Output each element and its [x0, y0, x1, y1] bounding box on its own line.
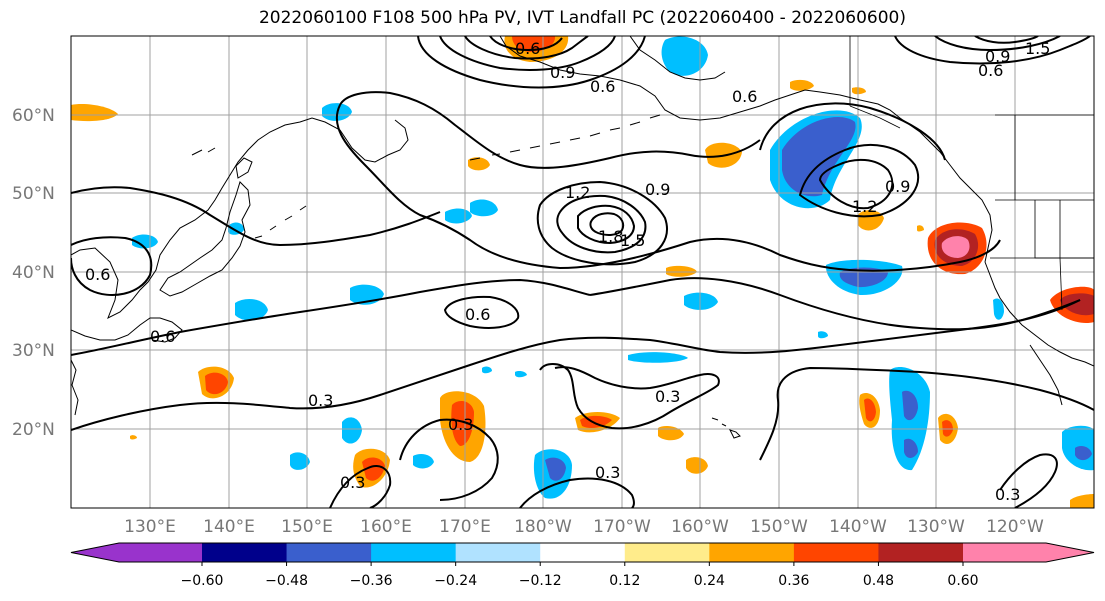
lon-label: 120°W — [986, 517, 1044, 537]
colorbar-tick-label: 0.48 — [863, 573, 894, 589]
contour-label: 0.6 — [150, 327, 175, 346]
map-title: 2022060100 F108 500 hPa PV, IVT Landfall… — [258, 8, 906, 28]
colorbar-segment — [71, 543, 202, 562]
lat-label: 40°N — [12, 263, 55, 283]
colorbar-outline — [70, 542, 1095, 563]
contour-label: 0.3 — [655, 387, 680, 406]
colorbar-segment — [963, 543, 1094, 562]
contour-label: 0.3 — [308, 391, 333, 410]
political-borders — [849, 36, 1094, 311]
contour-label: 1.5 — [1025, 39, 1050, 58]
lon-label: 130°E — [124, 517, 176, 537]
colorbar-segment — [202, 543, 288, 562]
contour-label: 0.6 — [465, 305, 490, 324]
colorbar-segment — [286, 543, 372, 562]
lon-label: 130°W — [907, 517, 965, 537]
lon-label: 170°E — [439, 517, 491, 537]
colorbar-tick-label: −0.48 — [265, 573, 308, 589]
lon-label: 160°E — [360, 517, 412, 537]
positive-anomaly-west-60n — [71, 104, 118, 122]
colorbar-tick-label: −0.12 — [519, 573, 562, 589]
positive-anomaly-east-edge-core — [1060, 293, 1094, 316]
positive-anomaly-west-coast-core — [941, 236, 970, 258]
contour-label: 1.5 — [620, 231, 645, 250]
colorbar: −0.60 −0.48 −0.36 −0.24 −0.12 0.12 0.24 0.36 0.4… — [70, 542, 1095, 589]
colorbar-segment — [793, 543, 879, 562]
contour-label: 0.6 — [732, 87, 757, 106]
colorbar-tick-label: 0.36 — [778, 573, 809, 589]
lat-label: 50°N — [12, 184, 55, 204]
lat-label: 20°N — [12, 420, 55, 440]
contour-label: 0.3 — [448, 415, 473, 434]
negative-anomaly-gulf-of-alaska-core — [782, 117, 856, 197]
contour-label: 0.9 — [550, 63, 575, 82]
longitude-labels: 130°E 140°E 150°E 160°E 170°E 180°W 170°… — [124, 517, 1044, 537]
colorbar-segment — [540, 543, 626, 562]
contour-label: 0.6 — [978, 61, 1003, 80]
lon-label: 150°E — [281, 517, 333, 537]
lon-label: 180°W — [514, 517, 572, 537]
contour-label: 0.9 — [985, 47, 1010, 66]
lon-label: 140°E — [203, 517, 255, 537]
lon-label: 160°W — [671, 517, 729, 537]
lon-label: 150°W — [750, 517, 808, 537]
colorbar-segment — [878, 543, 964, 562]
lon-label: 140°W — [829, 517, 887, 537]
colorbar-tick-label: 0.12 — [609, 573, 640, 589]
contour-label: 0.3 — [595, 463, 620, 482]
latitude-labels: 60°N 50°N 40°N 30°N 20°N — [12, 106, 55, 440]
colorbar-segment — [455, 543, 541, 562]
colorbar-segment — [709, 543, 795, 562]
colorbar-tick-label: −0.36 — [350, 573, 393, 589]
contour-label: 0.9 — [885, 177, 910, 196]
map-panel: 0.6 0.9 0.6 0.6 1.2 0.9 1.8 1.5 0.9 1.2 … — [71, 36, 1094, 508]
colorbar-tick-label: 0.24 — [694, 573, 725, 589]
colorbar-segment — [371, 543, 457, 562]
contour-label: 0.3 — [340, 473, 365, 492]
contour-lines — [71, 36, 1094, 508]
lat-label: 30°N — [12, 341, 55, 361]
colorbar-tick-label: −0.60 — [181, 573, 224, 589]
contour-label: 0.9 — [645, 180, 670, 199]
colorbar-segment — [624, 543, 710, 562]
contour-label: 0.6 — [515, 39, 540, 58]
contour-label-group: 0.6 0.9 0.6 0.6 1.2 0.9 1.8 1.5 0.9 1.2 … — [85, 39, 1050, 504]
lat-label: 60°N — [12, 106, 55, 126]
contour-label: 1.2 — [852, 197, 877, 216]
contour-label: 1.2 — [565, 183, 590, 202]
negative-anomaly-north — [661, 36, 708, 76]
contour-label: 0.6 — [85, 265, 110, 284]
map-border — [70, 35, 1095, 509]
lon-label: 170°W — [593, 517, 651, 537]
contour-label: 0.3 — [995, 485, 1020, 504]
contour-label: 1.8 — [598, 227, 623, 246]
colorbar-tick-label: −0.24 — [434, 573, 477, 589]
colorbar-tick-label: 0.60 — [947, 573, 978, 589]
pv-anomaly-shading — [71, 36, 1094, 508]
contour-label: 0.6 — [590, 77, 615, 96]
